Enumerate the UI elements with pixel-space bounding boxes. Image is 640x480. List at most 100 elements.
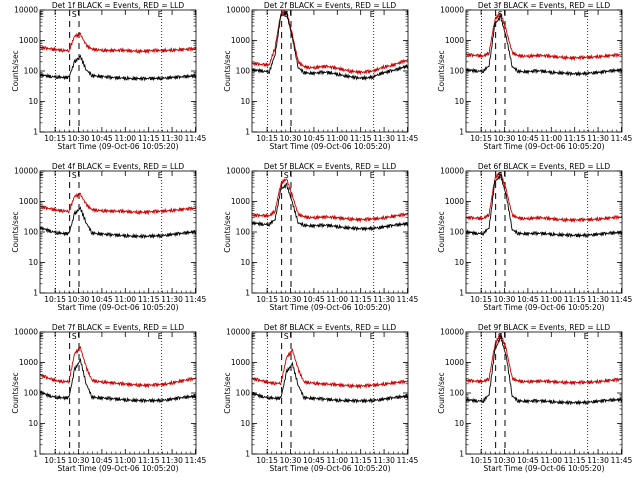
panel-det-9: Det 9f BLACK = Events, RED = LLD 1 10 100 10… — [437, 323, 633, 473]
x-tick-label: 11:45 — [185, 295, 207, 304]
y-tick-label: 1 — [459, 450, 464, 459]
panel-title: Det 5f BLACK = Events, RED = LLD — [264, 162, 397, 171]
x-axis-label: Start Time (09-Oct-06 10:05:20) — [57, 303, 178, 312]
x-tick-label: 11:00 — [326, 456, 348, 465]
y-tick-label: 100 — [236, 389, 251, 398]
x-tick-label: 11:45 — [397, 295, 419, 304]
panel-det-3: Det 3f BLACK = Events, RED = LLD 1 10 100 10… — [437, 1, 633, 151]
events-series-line — [251, 182, 409, 232]
y-tick-label: 10000 — [14, 328, 38, 337]
y-tick-label: 1 — [459, 128, 464, 137]
x-tick-label: 11:30 — [373, 456, 395, 465]
x-tick-label: 11:45 — [611, 295, 633, 304]
y-tick-label: 1000 — [19, 197, 38, 206]
panel-title: Det 9f BLACK = Events, RED = LLD — [478, 323, 611, 332]
y-tick-label: 10000 — [440, 167, 464, 176]
x-tick-label: 11:45 — [397, 456, 419, 465]
events-series-line — [39, 54, 197, 82]
x-tick-label: 10:15 — [44, 456, 66, 465]
event-marker-label: E — [251, 332, 256, 341]
x-tick-label: 10:15 — [256, 134, 278, 143]
event-marker-label: E — [39, 171, 44, 180]
y-tick-label: 10000 — [440, 328, 464, 337]
x-tick-label: 10:45 — [91, 295, 113, 304]
x-tick-label: 11:00 — [326, 134, 348, 143]
y-tick-label: 1000 — [19, 36, 38, 45]
x-tick-label: 10:30 — [68, 295, 90, 304]
y-tick-label: 1000 — [231, 36, 250, 45]
panel-title: Det 1f BLACK = Events, RED = LLD — [52, 1, 185, 10]
event-marker-label: S — [498, 332, 503, 341]
panel-title: Det 8f BLACK = Events, RED = LLD — [264, 323, 397, 332]
events-series-line — [465, 14, 623, 77]
y-tick-label: 1 — [33, 128, 38, 137]
events-series-line — [465, 333, 623, 406]
y-axis-label: Counts/sec — [223, 372, 232, 413]
panel-det-5: Det 5f BLACK = Events, RED = LLD 1 10 100 10… — [223, 162, 419, 312]
x-tick-label: 11:45 — [397, 134, 419, 143]
x-tick-label: 10:15 — [256, 295, 278, 304]
x-tick-label: 10:45 — [517, 295, 539, 304]
event-marker-label: E — [584, 332, 589, 341]
y-tick-label: 100 — [450, 228, 465, 237]
x-tick-label: 10:45 — [517, 456, 539, 465]
event-marker-label: S — [498, 10, 503, 19]
x-tick-label: 10:15 — [256, 456, 278, 465]
y-axis-label: Counts/sec — [11, 211, 20, 252]
x-tick-label: 10:30 — [494, 295, 516, 304]
y-tick-label: 100 — [236, 228, 251, 237]
x-tick-label: 10:15 — [470, 456, 492, 465]
y-tick-label: 1 — [245, 289, 250, 298]
x-tick-label: 10:30 — [494, 456, 516, 465]
event-marker-label: E — [370, 171, 375, 180]
x-tick-label: 11:30 — [161, 134, 183, 143]
event-marker-label: E — [584, 10, 589, 19]
y-tick-label: 1000 — [19, 358, 38, 367]
panel-title: Det 4f BLACK = Events, RED = LLD — [52, 162, 185, 171]
panel-det-7: Det 7f BLACK = Events, RED = LLD 1 10 100 10… — [11, 323, 207, 473]
x-tick-label: 10:45 — [303, 295, 325, 304]
y-tick-label: 10 — [28, 97, 38, 106]
x-tick-label: 10:45 — [517, 134, 539, 143]
panel-title: Det 7f BLACK = Events, RED = LLD — [52, 323, 185, 332]
y-tick-label: 10 — [240, 258, 250, 267]
event-marker-label: E — [39, 10, 44, 19]
events-series-line — [465, 173, 623, 239]
x-tick-label: 11:00 — [540, 134, 562, 143]
lld-series-line — [39, 192, 197, 216]
event-marker-label: S — [284, 10, 289, 19]
lld-series-line — [465, 172, 623, 224]
y-tick-label: 1000 — [445, 358, 464, 367]
y-tick-label: 10 — [240, 419, 250, 428]
y-tick-label: 10 — [28, 419, 38, 428]
event-marker-label: E — [370, 332, 375, 341]
y-tick-label: 1 — [245, 128, 250, 137]
x-tick-label: 11:45 — [611, 456, 633, 465]
x-tick-label: 11:15 — [350, 456, 372, 465]
y-tick-label: 1 — [33, 289, 38, 298]
y-tick-label: 10000 — [226, 6, 250, 15]
plot-frame — [39, 9, 197, 133]
x-tick-label: 11:15 — [350, 134, 372, 143]
panel-det-2: Det 2f BLACK = Events, RED = LLD 1 10 100 10… — [223, 1, 419, 151]
y-tick-label: 100 — [450, 389, 465, 398]
y-tick-label: 10 — [240, 97, 250, 106]
event-marker-label: E — [158, 171, 163, 180]
lld-series-line — [40, 346, 197, 389]
x-tick-label: 11:00 — [540, 456, 562, 465]
panel-det-1: Det 1f BLACK = Events, RED = LLD 1 10 100 10… — [11, 1, 207, 151]
y-tick-label: 10000 — [226, 167, 250, 176]
lld-series-line — [465, 333, 623, 386]
x-tick-label: 11:45 — [185, 456, 207, 465]
x-tick-label: 11:15 — [564, 456, 586, 465]
y-tick-label: 1000 — [445, 197, 464, 206]
event-marker-label: E — [158, 10, 163, 19]
x-tick-label: 11:30 — [587, 295, 609, 304]
x-tick-label: 11:15 — [564, 295, 586, 304]
y-axis-label: Counts/sec — [437, 372, 446, 413]
x-tick-label: 10:30 — [280, 456, 302, 465]
x-tick-label: 11:30 — [587, 134, 609, 143]
x-tick-label: 11:30 — [161, 456, 183, 465]
plot-frame — [39, 170, 197, 294]
